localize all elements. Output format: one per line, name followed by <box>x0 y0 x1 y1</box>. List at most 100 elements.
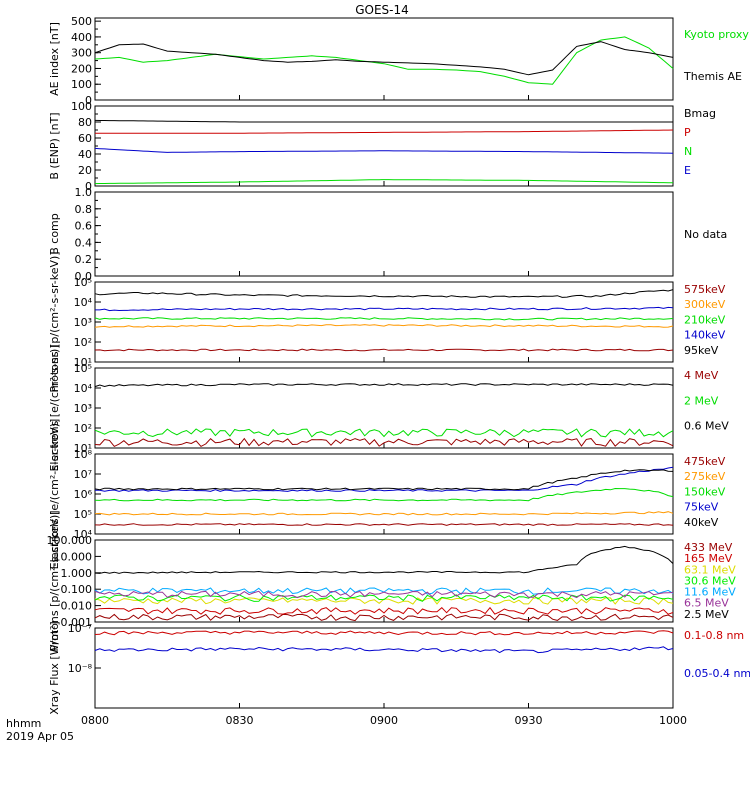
series-line-n <box>94 179 674 185</box>
legend-entry: 2.5 MeV <box>684 608 729 621</box>
x-tick-label: 0900 <box>370 714 398 727</box>
legend-entry: 165 MeV <box>684 552 733 565</box>
legend-entry: P <box>684 126 691 139</box>
series-line-140kev <box>95 306 674 312</box>
series-line-0-6-mev <box>94 383 674 388</box>
y-tick-label: 10⁴ <box>74 382 93 395</box>
panel-frame <box>94 539 674 623</box>
y-tick-label: 10⁻⁷ <box>68 622 92 635</box>
legend-entry: 6.5 MeV <box>684 597 729 610</box>
date-label: 2019 Apr 05 <box>6 730 74 743</box>
x-tick-label: 1000 <box>659 714 687 727</box>
y-tick-label: 0.8 <box>75 203 93 216</box>
series-line-0-1-0-8-nm <box>94 630 674 636</box>
series-line-themis-ae <box>94 41 674 76</box>
y-tick-label: 10² <box>74 422 92 435</box>
y-tick-label: 0 <box>85 94 92 107</box>
legend-entry: 0.05-0.4 nm <box>684 667 750 680</box>
y-tick-label: 100 <box>71 100 92 113</box>
series-line-150kev <box>94 487 674 502</box>
y-tick-label: 10¹ <box>74 356 92 369</box>
series-line-95kev <box>94 289 674 298</box>
y-axis-label: B (ENP) [nT] <box>48 112 61 179</box>
y-tick-label: 0 <box>85 180 92 193</box>
y-tick-label: 100.000 <box>47 534 93 547</box>
y-tick-label: 10⁶ <box>74 488 93 501</box>
panel-electrons_mev: 10¹ 10² 10³ 10⁴ 10⁵ Electrons [e/(cm²-s-sr)] 4… <box>48 344 729 471</box>
panel-electrons_kev: 10⁴ 10⁵ 10⁶ 10⁷ 10⁸ Electrons [e/(cm²-s-sr-ke… <box>48 419 726 570</box>
panel-b_comp: 0.0 0.2 0.4 0.6 0.8 1.0 B comp No data <box>48 186 727 283</box>
series-line-433-mev <box>94 613 674 622</box>
legend-entry: 30.6 MeV <box>684 574 736 587</box>
y-tick-label: 20 <box>78 164 92 177</box>
y-tick-label: 40 <box>78 148 92 161</box>
series-line-2-5-mev <box>94 545 674 574</box>
series-line-0-05-0-4-nm <box>94 646 674 654</box>
y-tick-label: 200 <box>71 62 92 75</box>
y-tick-label: 400 <box>71 31 92 44</box>
series-line-bmag <box>94 119 673 123</box>
y-tick-label: 100 <box>71 78 92 91</box>
series-line-30-6-mev <box>94 594 674 602</box>
panel-ae: 0 100 200 300 400 500 AE index [nT] Kyoto proxy… <box>48 15 750 107</box>
series-line-165-mev <box>94 606 674 615</box>
legend-entry: 11.6 MeV <box>684 586 736 599</box>
time-axis-label: hhmm <box>6 717 41 730</box>
legend-entry: Bmag <box>684 107 716 120</box>
y-tick-label: 10³ <box>74 402 92 415</box>
y-tick-label: 80 <box>78 116 92 129</box>
legend-entry: 0.1-0.8 nm <box>684 629 744 642</box>
legend-entry: E <box>684 164 691 177</box>
legend-entry: 0.6 MeV <box>684 420 729 433</box>
legend-entry: 95keV <box>684 344 719 357</box>
y-tick-label: 10³ <box>74 316 92 329</box>
series-line-p <box>95 129 674 134</box>
legend-entry: 150keV <box>684 485 726 498</box>
legend-entry: 275keV <box>684 470 726 483</box>
series-line-275kev <box>94 511 674 516</box>
panel-frame <box>94 191 674 277</box>
y-tick-label: 10⁻⁸ <box>68 662 93 675</box>
panel-frame <box>94 105 674 187</box>
y-tick-label: 10⁴ <box>74 296 93 309</box>
chart-title: GOES-14 <box>355 3 409 17</box>
y-axis-label: Protons [p/(cm²-s-sr-keV)] <box>48 510 61 651</box>
series-line-475kev <box>94 523 674 526</box>
no-data-note: No data <box>684 228 727 241</box>
y-axis-label: Xray Flux [W/m²] <box>48 621 61 714</box>
y-tick-label: 10⁸ <box>74 448 93 461</box>
y-tick-label: 60 <box>78 132 92 145</box>
legend-entry: 475keV <box>684 455 726 468</box>
y-axis-label: AE index [nT] <box>48 22 61 96</box>
y-axis-label: Electrons [e/(cm²-s-sr-keV)] <box>48 419 61 570</box>
legend-entry: 75keV <box>684 501 719 514</box>
y-tick-label: 300 <box>71 47 92 60</box>
y-tick-label: 0.0 <box>75 270 93 283</box>
series-line-210kev <box>94 317 674 321</box>
legend-entry: 575keV <box>684 283 726 296</box>
y-axis-label: Electrons [e/(cm²-s-sr)] <box>48 344 61 471</box>
legend-entry: Themis AE <box>683 70 742 83</box>
x-tick-label: 0830 <box>226 714 254 727</box>
y-axis-label: Protons [p/(cm²-s-sr-keV)] <box>48 251 61 392</box>
y-tick-label: 10⁵ <box>74 508 92 521</box>
series-line-575kev <box>94 348 674 352</box>
series-line-kyoto-proxy-ae <box>94 36 674 85</box>
legend-entry: 140keV <box>684 329 726 342</box>
y-tick-label: 10⁴ <box>74 528 93 541</box>
legend-entry: 433 MeV <box>684 541 733 554</box>
y-axis-label: B comp <box>48 213 61 255</box>
legend-entry: 4 MeV <box>684 369 719 382</box>
y-tick-label: 10.000 <box>54 550 93 563</box>
y-tick-label: 10² <box>74 336 92 349</box>
x-tick-label: 0800 <box>81 714 109 727</box>
legend-entry: Kyoto proxy AE <box>684 28 750 41</box>
x-tick-label: 0930 <box>515 714 543 727</box>
panel-xray: 10⁻⁸ 10⁻⁷ Xray Flux [W/m²] 0.1-0.8 nm 0.05-0… <box>48 621 750 714</box>
series-line-75kev <box>95 466 674 492</box>
y-tick-label: 0.2 <box>75 253 93 266</box>
y-tick-label: 0.001 <box>61 616 93 629</box>
legend-entry: 40keV <box>684 516 719 529</box>
